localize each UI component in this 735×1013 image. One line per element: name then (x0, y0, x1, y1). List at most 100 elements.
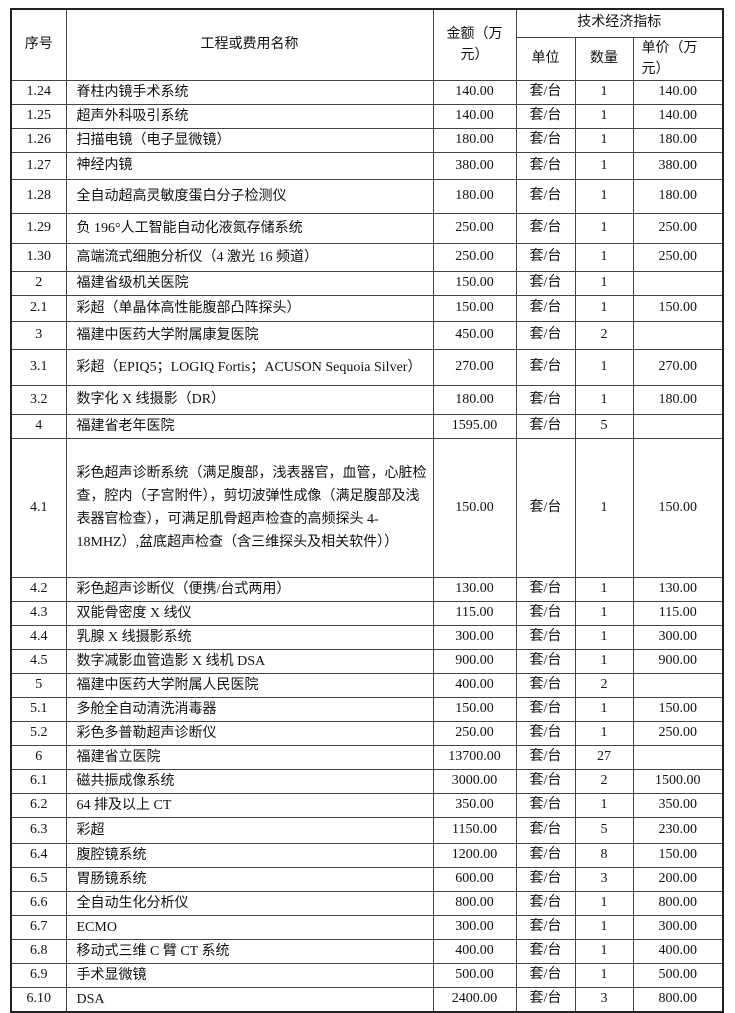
table-row: 4 福建省老年医院 1595.00 套/台 5 (10, 413, 724, 439)
table-row: 2 福建省级机关医院 150.00 套/台 1 (10, 270, 724, 296)
cell-seq: 6.2 (10, 792, 67, 818)
table-row: 1.30 高端流式细胞分析仪（4 激光 16 频道） 250.00 套/台 1 250.0… (10, 242, 724, 272)
cell-name: 多舱全自动清洗消毒器 (65, 696, 434, 722)
cell-seq: 4.4 (10, 624, 67, 650)
cell-unit: 套/台 (515, 672, 576, 698)
cell-name: 神经内镜 (65, 151, 434, 180)
cell-amount: 140.00 (432, 79, 517, 105)
table-row: 5 福建中医药大学附属人民医院 400.00 套/台 2 (10, 672, 724, 698)
cell-seq: 4.5 (10, 648, 67, 674)
cell-name: ECMO (65, 914, 434, 940)
cell-name: 彩超（单晶体高性能腹部凸阵探头） (65, 294, 434, 322)
cell-name: 磁共振成像系统 (65, 768, 434, 794)
cell-amount: 350.00 (432, 792, 517, 818)
cell-unit: 套/台 (515, 79, 576, 105)
cell-unit: 套/台 (515, 624, 576, 650)
cell-amount: 380.00 (432, 151, 517, 180)
cell-name: 福建省级机关医院 (65, 270, 434, 296)
cell-name: 彩色超声诊断仪（便携/台式两用） (65, 576, 434, 602)
cell-amount: 115.00 (432, 600, 517, 626)
cell-amount: 450.00 (432, 320, 517, 350)
table-row: 5.1 多舱全自动清洗消毒器 150.00 套/台 1 150.00 (10, 696, 724, 722)
table-row: 3.1 彩超（EPIQ5；LOGIQ Fortis；ACUSON Sequoia … (10, 348, 724, 386)
cell-name: 彩超（EPIQ5；LOGIQ Fortis；ACUSON Sequoia Sil… (65, 348, 434, 386)
cell-name: 福建省老年医院 (65, 413, 434, 439)
cell-price: 130.00 (632, 576, 724, 602)
cell-unit: 套/台 (515, 816, 576, 844)
cell-seq: 2.1 (10, 294, 67, 322)
cell-amount: 180.00 (432, 127, 517, 153)
table-body: 1.24 脊柱内镜手术系统 140.00 套/台 1 140.00 1.25 超声外科吸引系统… (10, 79, 724, 1012)
cell-unit: 套/台 (515, 696, 576, 722)
cell-unit: 套/台 (515, 962, 576, 988)
cell-unit: 套/台 (515, 866, 576, 892)
cell-amount: 180.00 (432, 384, 517, 415)
cell-name: 手术显微镜 (65, 962, 434, 988)
cell-seq: 1.25 (10, 103, 67, 129)
cell-qty: 1 (574, 437, 634, 578)
cell-price: 350.00 (632, 792, 724, 818)
cell-seq: 1.28 (10, 178, 67, 214)
cell-seq: 5 (10, 672, 67, 698)
cell-seq: 4 (10, 413, 67, 439)
cell-qty: 1 (574, 648, 634, 674)
cell-qty: 1 (574, 127, 634, 153)
cell-unit: 套/台 (515, 151, 576, 180)
cell-seq: 6.7 (10, 914, 67, 940)
cell-qty: 1 (574, 914, 634, 940)
cell-price: 180.00 (632, 178, 724, 214)
cell-unit: 套/台 (515, 914, 576, 940)
header-qty: 数量 (574, 36, 634, 81)
cell-seq: 5.2 (10, 720, 67, 746)
cell-qty: 1 (574, 962, 634, 988)
cell-unit: 套/台 (515, 938, 576, 964)
table-row: 6.2 64 排及以上 CT 350.00 套/台 1 350.00 (10, 792, 724, 818)
cell-price (632, 672, 724, 698)
cell-unit: 套/台 (515, 437, 576, 578)
cell-seq: 1.29 (10, 212, 67, 244)
cell-name: 脊柱内镜手术系统 (65, 79, 434, 105)
table-row: 6.5 胃肠镜系统 600.00 套/台 3 200.00 (10, 866, 724, 892)
header-indicators: 技术经济指标 (515, 8, 724, 38)
cell-unit: 套/台 (515, 600, 576, 626)
cell-name: 扫描电镜（电子显微镜） (65, 127, 434, 153)
cell-qty: 1 (574, 792, 634, 818)
cell-seq: 4.1 (10, 437, 67, 578)
cell-unit: 套/台 (515, 178, 576, 214)
cell-name: 全自动生化分析仪 (65, 890, 434, 916)
cell-seq: 6.1 (10, 768, 67, 794)
cell-unit: 套/台 (515, 212, 576, 244)
cell-amount: 150.00 (432, 270, 517, 296)
header-price: 单价（万元） (632, 36, 724, 81)
cell-qty: 1 (574, 242, 634, 272)
cell-qty: 2 (574, 320, 634, 350)
cell-seq: 6.3 (10, 816, 67, 844)
table-row: 1.28 全自动超高灵敏度蛋白分子检测仪 180.00 套/台 1 180.00 (10, 178, 724, 214)
cell-seq: 6 (10, 744, 67, 770)
cell-qty: 5 (574, 413, 634, 439)
cell-qty: 1 (574, 348, 634, 386)
cell-amount: 130.00 (432, 576, 517, 602)
cell-amount: 180.00 (432, 178, 517, 214)
cell-amount: 400.00 (432, 672, 517, 698)
cell-name: 彩超 (65, 816, 434, 844)
table-row: 6.1 磁共振成像系统 3000.00 套/台 2 1500.00 (10, 768, 724, 794)
header-name: 工程或费用名称 (65, 8, 434, 81)
cell-seq: 6.4 (10, 842, 67, 868)
cell-name: 福建中医药大学附属人民医院 (65, 672, 434, 698)
cell-price (632, 413, 724, 439)
header-amount: 金额（万元） (432, 8, 517, 81)
cell-amount: 800.00 (432, 890, 517, 916)
cell-seq: 3 (10, 320, 67, 350)
cell-qty: 2 (574, 768, 634, 794)
cell-price: 140.00 (632, 103, 724, 129)
cell-amount: 150.00 (432, 294, 517, 322)
table-row: 5.2 彩色多普勒超声诊断仪 250.00 套/台 1 250.00 (10, 720, 724, 746)
cell-unit: 套/台 (515, 413, 576, 439)
table-row: 4.3 双能骨密度 X 线仪 115.00 套/台 1 115.00 (10, 600, 724, 626)
table-row: 4.5 数字减影血管造影 X 线机 DSA 900.00 套/台 1 900.00 (10, 648, 724, 674)
cell-unit: 套/台 (515, 842, 576, 868)
cell-name: 彩色多普勒超声诊断仪 (65, 720, 434, 746)
cell-price: 150.00 (632, 696, 724, 722)
cell-seq: 6.9 (10, 962, 67, 988)
